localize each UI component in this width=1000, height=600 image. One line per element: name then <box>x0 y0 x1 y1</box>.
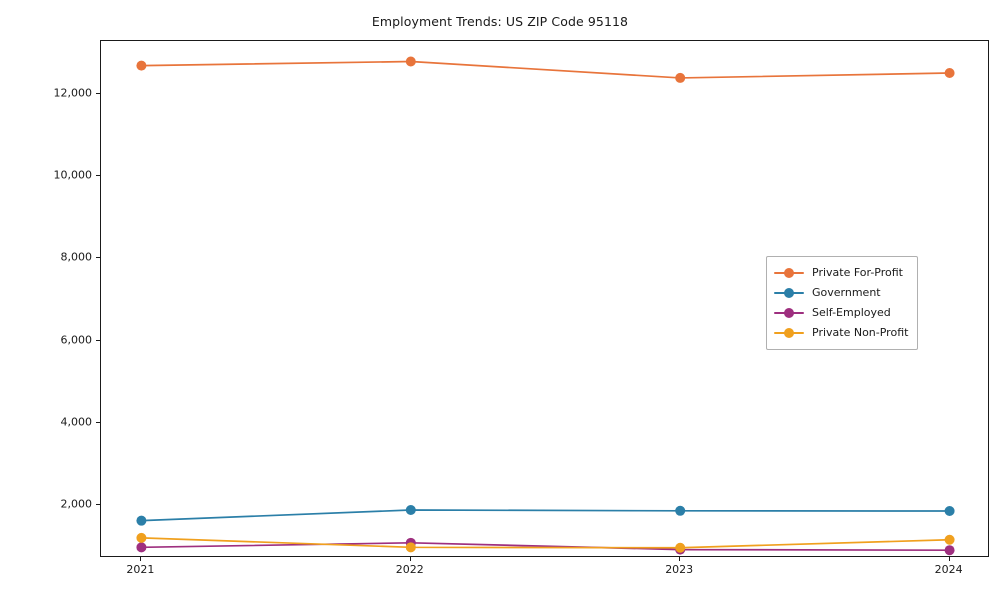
chart-title: Employment Trends: US ZIP Code 95118 <box>371 14 629 29</box>
x-axis-tick-label: 2022 <box>395 563 424 576</box>
x-axis-tick-mark <box>948 557 950 561</box>
legend-label: Private For-Profit <box>812 266 903 279</box>
legend-marker-icon <box>774 266 804 280</box>
data-point <box>405 504 416 515</box>
x-axis-tick-mark <box>679 557 681 561</box>
y-axis-tick-label: 10,000 <box>53 168 93 182</box>
series-line <box>140 537 951 549</box>
data-point <box>136 515 147 526</box>
y-axis-tick-mark <box>96 175 100 177</box>
series-private-non-profit <box>136 532 955 553</box>
y-axis-tick-label: 8,000 <box>60 250 93 264</box>
legend-label: Private Non-Profit <box>812 326 909 339</box>
x-axis-tick-label: 2024 <box>934 563 963 576</box>
data-point <box>675 505 686 516</box>
data-point <box>136 60 147 71</box>
data-point <box>944 506 955 517</box>
x-axis-tick-label: 2021 <box>126 563 155 576</box>
y-axis-tick-label: 12,000 <box>53 86 93 100</box>
y-axis-tick-label: 4,000 <box>60 415 93 429</box>
legend-item[interactable]: Private Non-Profit <box>774 323 908 343</box>
legend-item[interactable]: Government <box>774 283 908 303</box>
x-axis-tick-mark <box>140 557 142 561</box>
legend-marker-icon <box>774 286 804 300</box>
legend-item[interactable]: Self-Employed <box>774 303 908 323</box>
legend-marker-icon <box>774 306 804 320</box>
x-axis-tick-label: 2023 <box>665 563 694 576</box>
legend-marker-icon <box>774 326 804 340</box>
data-point <box>944 68 955 78</box>
data-point <box>944 545 955 556</box>
y-axis-tick-mark <box>96 503 100 505</box>
plot-area <box>100 40 989 557</box>
series-line <box>140 541 951 552</box>
series-line <box>140 60 951 79</box>
chart-legend: Private For-Profit Government Self-Employe… <box>766 256 919 350</box>
data-point <box>136 542 147 553</box>
y-axis-tick-mark <box>96 339 100 341</box>
y-axis-tick-label: 6,000 <box>60 333 93 347</box>
y-axis-tick-mark <box>96 257 100 259</box>
data-point <box>405 542 416 553</box>
legend-label: Government <box>812 286 881 299</box>
y-axis-tick-mark <box>96 93 100 95</box>
series-private-for-profit <box>136 56 955 83</box>
series-canvas <box>136 56 955 556</box>
legend-label: Self-Employed <box>812 306 891 319</box>
legend-item[interactable]: Private For-Profit <box>774 263 908 283</box>
x-axis-tick-mark <box>409 557 411 561</box>
data-point <box>675 542 686 553</box>
series-self-employed <box>136 537 955 556</box>
data-point <box>675 72 686 83</box>
data-point <box>405 56 416 67</box>
y-axis-tick-mark <box>96 421 100 423</box>
data-point <box>136 532 147 543</box>
y-axis-tick-label: 2,000 <box>60 497 93 511</box>
data-point <box>944 534 955 545</box>
series-line <box>140 509 951 522</box>
series-government <box>136 504 955 526</box>
